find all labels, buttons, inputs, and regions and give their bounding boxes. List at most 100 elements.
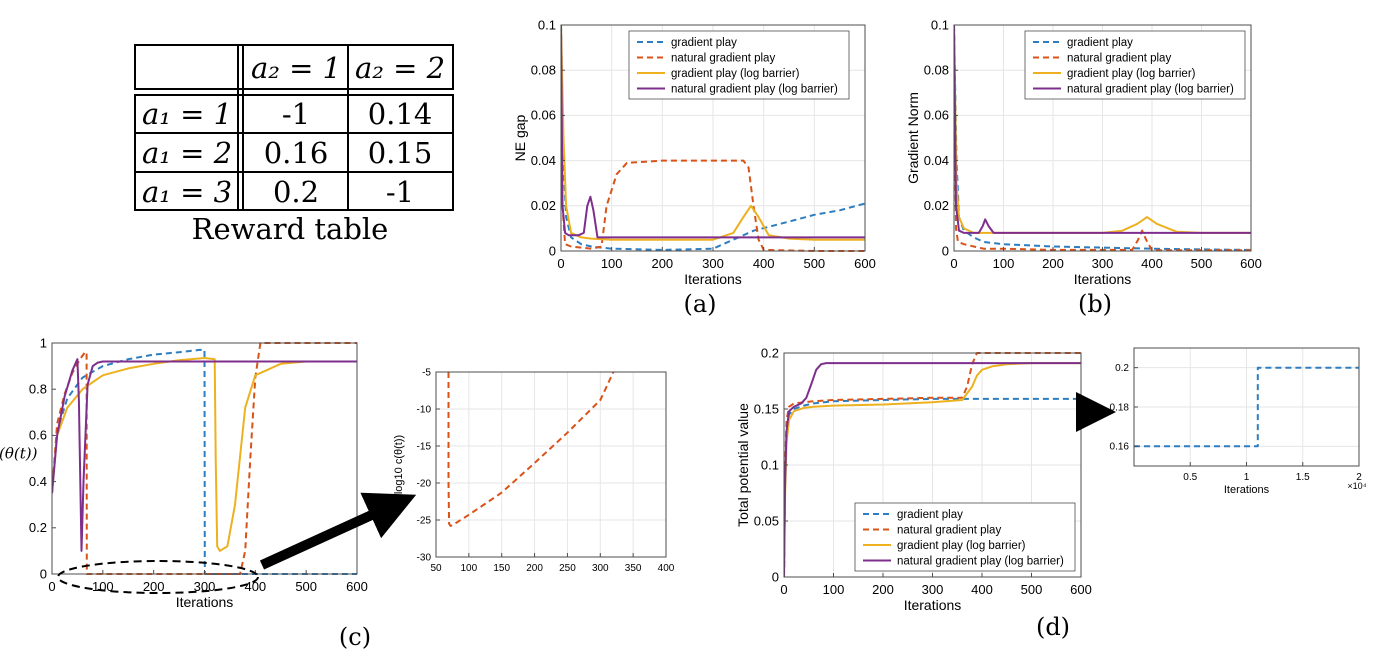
y-tick-label: -25 bbox=[417, 515, 432, 526]
series-line-natural-gradient-play bbox=[447, 371, 615, 527]
x-tick-label: 50 bbox=[430, 563, 442, 574]
legend-entry: gradient play bbox=[897, 509, 963, 521]
table-col-header: a₂ = 2 bbox=[355, 51, 445, 85]
series-line-natural-gradient-play-log-barrier- bbox=[954, 24, 1251, 234]
x-tick-label: 100 bbox=[993, 256, 1015, 271]
series-line-natural-gradient-play-log-barrier- bbox=[784, 362, 1081, 578]
panel-caption: (c) bbox=[339, 623, 371, 649]
x-tick-label: 200 bbox=[651, 256, 673, 271]
legend-entry: natural gradient play bbox=[897, 525, 1001, 537]
x-tick-label: 200 bbox=[526, 563, 543, 574]
y-axis-label: Gradient Norm bbox=[905, 92, 921, 184]
chart-c-inset-log: 50 100 150 200 250 300 350 400 -30 -25 -20 -15 -10 -5… bbox=[393, 367, 675, 574]
legend: gradient play natural gradient play gradie… bbox=[1024, 30, 1246, 100]
x-tick-label: 150 bbox=[493, 563, 510, 574]
x-tick-label: 300 bbox=[1092, 256, 1114, 271]
chart-total-potential: 0 100 200 300 400 500 600 0 0.05 0.1 0.15 0.2 Iterat… bbox=[735, 345, 1092, 641]
x-axis-label: Iterations bbox=[904, 597, 962, 613]
legend: gradient play natural gradient play gradie… bbox=[628, 30, 850, 100]
y-tick-label: 0.8 bbox=[29, 382, 47, 397]
y-tick-label: -5 bbox=[422, 367, 431, 378]
x-tick-label: 0 bbox=[780, 582, 787, 597]
x-tick-label: 500 bbox=[1021, 582, 1043, 597]
y-tick-label: 0.02 bbox=[924, 198, 949, 213]
legend-entry: natural gradient play bbox=[671, 53, 775, 65]
series-line-gradient-play-log-barrier- bbox=[561, 24, 865, 241]
legend-entry: natural gradient play (log barrier) bbox=[1067, 84, 1234, 96]
series-line-gradient-play bbox=[561, 24, 865, 251]
x-tick-label: 500 bbox=[803, 256, 825, 271]
x-tick-label: 600 bbox=[1240, 256, 1262, 271]
x-tick-label: 300 bbox=[702, 256, 724, 271]
plot-area bbox=[436, 372, 666, 557]
reward-table: a₂ = 1 a₂ = 2 a₁ = 1 a₁ = 2 a₁ = 3 -1 0.… bbox=[134, 44, 454, 246]
y-tick-label: 0 bbox=[40, 566, 47, 581]
x-tick-label: 500 bbox=[295, 579, 317, 594]
x-axis-label: Iterations bbox=[176, 594, 234, 610]
table-row-label: a₁ = 3 bbox=[142, 175, 232, 209]
x-tick-label: 0 bbox=[950, 256, 957, 271]
series-line-natural-gradient-play-log-barrier- bbox=[52, 358, 357, 552]
y-tick-label: 0 bbox=[772, 569, 779, 584]
chart-d-inset: 0.5 1 1.5 2 0.16 0.18 0.2 ×10⁴ Iterations bbox=[1110, 347, 1367, 496]
legend-entry: natural gradient play bbox=[1067, 53, 1171, 65]
y-tick-label: 0.02 bbox=[531, 198, 556, 213]
series-line-natural-gradient-play bbox=[561, 24, 865, 252]
x-tick-label: 600 bbox=[346, 579, 368, 594]
y-tick-label: -30 bbox=[417, 552, 432, 563]
series-line-natural-gradient-play-log-barrier- bbox=[561, 24, 865, 239]
zoom-ellipse bbox=[57, 560, 259, 594]
x-tick-label: 400 bbox=[658, 563, 675, 574]
x-exponent-label: ×10⁴ bbox=[1347, 481, 1366, 491]
table-row-label: a₁ = 1 bbox=[142, 97, 232, 131]
table-cell: 0.14 bbox=[368, 97, 433, 131]
x-tick-label: 300 bbox=[592, 563, 609, 574]
y-tick-label: 0.6 bbox=[29, 428, 47, 443]
y-tick-label: 0.04 bbox=[531, 153, 556, 168]
legend-box bbox=[854, 502, 1076, 572]
x-axis-label: Iterations bbox=[1074, 271, 1132, 287]
x-tick-label: 600 bbox=[1070, 582, 1092, 597]
x-tick-label: 400 bbox=[244, 579, 266, 594]
table-cell: 0.2 bbox=[273, 175, 319, 209]
y-tick-label: 0 bbox=[942, 243, 949, 258]
y-tick-label: 0 bbox=[549, 243, 556, 258]
zoom-arrow bbox=[259, 492, 417, 570]
x-tick-label: 100 bbox=[461, 563, 478, 574]
x-tick-label: 300 bbox=[922, 582, 944, 597]
y-tick-label: 0.2 bbox=[761, 345, 779, 360]
chart-gradient-norm: 0 100 200 300 400 500 600 0 0.02 0.04 0.06 0.08 0.1 I… bbox=[905, 17, 1262, 318]
series-line-natural-gradient-play bbox=[954, 24, 1251, 252]
panel-caption: (b) bbox=[1078, 290, 1112, 318]
y-tick-label: 0.1 bbox=[761, 457, 779, 472]
y-tick-label: 0.1 bbox=[931, 17, 949, 32]
y-axis-label: c(θ(t)) bbox=[0, 445, 38, 463]
legend-box bbox=[1024, 30, 1246, 100]
x-axis-label: Iterations bbox=[684, 271, 742, 287]
x-tick-label: 300 bbox=[194, 579, 216, 594]
x-tick-label: 0 bbox=[48, 579, 55, 594]
table-cell: 0.15 bbox=[368, 136, 433, 170]
series-line-gradient-play-log-barrier- bbox=[52, 357, 357, 552]
y-tick-label: 0.16 bbox=[1110, 442, 1130, 453]
y-tick-label: 0.08 bbox=[924, 63, 949, 78]
x-tick-label: 2 bbox=[1356, 472, 1362, 483]
y-tick-label: 0.04 bbox=[924, 153, 949, 168]
x-tick-label: 0.5 bbox=[1183, 472, 1197, 483]
series-line-gradient-play-log-barrier- bbox=[784, 362, 1081, 578]
y-tick-label: 0.4 bbox=[29, 474, 47, 489]
panel-caption: (d) bbox=[1036, 613, 1070, 641]
y-tick-label: 0.18 bbox=[1110, 402, 1130, 413]
legend-box bbox=[628, 30, 850, 100]
table-caption: Reward table bbox=[192, 212, 389, 246]
x-tick-label: 600 bbox=[854, 256, 876, 271]
x-tick-label: 200 bbox=[872, 582, 894, 597]
x-tick-label: 400 bbox=[753, 256, 775, 271]
x-tick-label: 100 bbox=[601, 256, 623, 271]
y-tick-label: 0.2 bbox=[29, 520, 47, 535]
y-tick-label: 1 bbox=[40, 335, 47, 350]
y-axis-label: Total potential value bbox=[735, 403, 751, 527]
x-axis-label: Iterations bbox=[1224, 484, 1270, 496]
y-axis-label: NE gap bbox=[512, 114, 528, 161]
